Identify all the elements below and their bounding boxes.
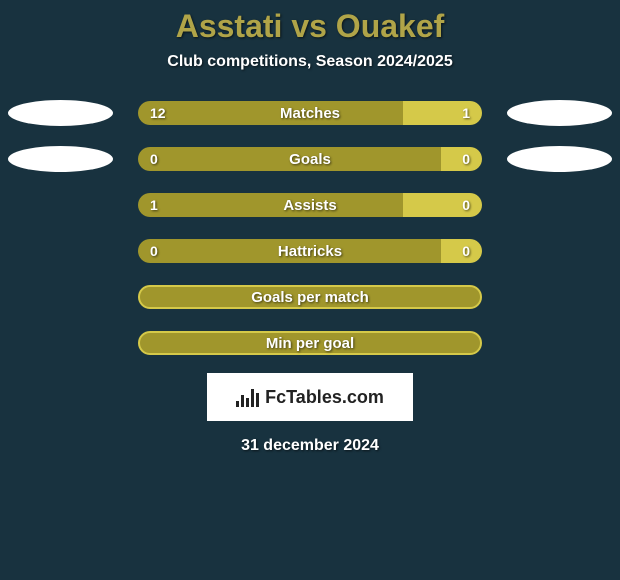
stat-value-left: 0 xyxy=(150,151,158,167)
player-shape-left xyxy=(8,146,113,172)
stat-value-right: 1 xyxy=(462,105,470,121)
stat-label: Goals per match xyxy=(140,289,480,306)
stat-bar-full: Min per goal xyxy=(138,331,482,355)
stat-row: 0 0Goals xyxy=(0,147,620,171)
player-shape-right xyxy=(507,146,612,172)
stat-row: 1 0Assists xyxy=(0,193,620,217)
stat-row: 12 1Matches xyxy=(0,101,620,125)
stat-bar-full: Goals per match xyxy=(138,285,482,309)
page-title: Asstati vs Ouakef xyxy=(176,8,445,45)
fctables-logo[interactable]: FcTables.com xyxy=(207,373,413,421)
stat-bar: 12 1Matches xyxy=(138,101,482,125)
stat-row: 0 0Hattricks xyxy=(0,239,620,263)
stat-value-right: 0 xyxy=(462,243,470,259)
stat-row-full: Min per goal xyxy=(0,331,620,355)
stat-row-full: Goals per match xyxy=(0,285,620,309)
stat-value-left: 12 xyxy=(150,105,166,121)
bars-icon xyxy=(236,387,259,407)
stat-bar: 0 0Goals xyxy=(138,147,482,171)
player-shape-right xyxy=(507,100,612,126)
stat-label: Matches xyxy=(138,105,482,122)
stat-label: Min per goal xyxy=(140,335,480,352)
stat-label: Assists xyxy=(138,197,482,214)
stat-bar: 0 0Hattricks xyxy=(138,239,482,263)
report-date: 31 december 2024 xyxy=(241,437,379,455)
stat-bar: 1 0Assists xyxy=(138,193,482,217)
player-shape-left xyxy=(8,100,113,126)
stat-value-left: 1 xyxy=(150,197,158,213)
stat-value-left: 0 xyxy=(150,243,158,259)
comparison-panel: Asstati vs Ouakef Club competitions, Sea… xyxy=(0,0,620,455)
stat-label: Hattricks xyxy=(138,243,482,260)
logo-text: FcTables.com xyxy=(265,387,384,408)
stat-value-right: 0 xyxy=(462,197,470,213)
page-subtitle: Club competitions, Season 2024/2025 xyxy=(167,53,452,71)
stat-value-right: 0 xyxy=(462,151,470,167)
stats-rows: 121Matches00Goals10Assists00HattricksGoa… xyxy=(0,101,620,355)
stat-label: Goals xyxy=(138,151,482,168)
